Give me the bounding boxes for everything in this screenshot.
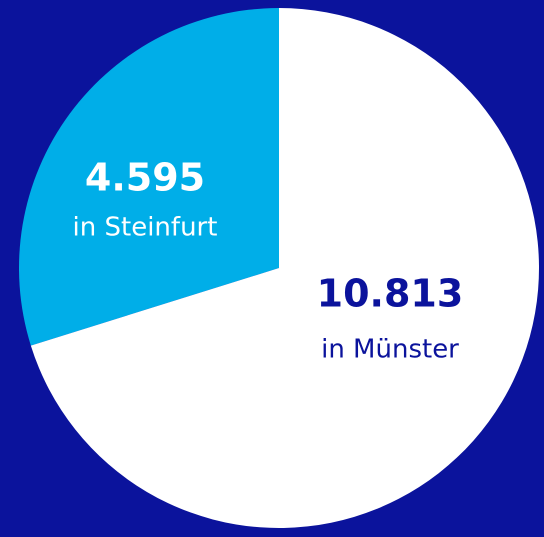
category-label: in Münster — [321, 335, 459, 365]
pie-slice — [18, 8, 280, 346]
value-label: 10.813 — [317, 272, 464, 316]
category-label: in Steinfurt — [73, 213, 218, 243]
pie-slice — [30, 8, 539, 528]
value-label: 4.595 — [85, 156, 205, 200]
